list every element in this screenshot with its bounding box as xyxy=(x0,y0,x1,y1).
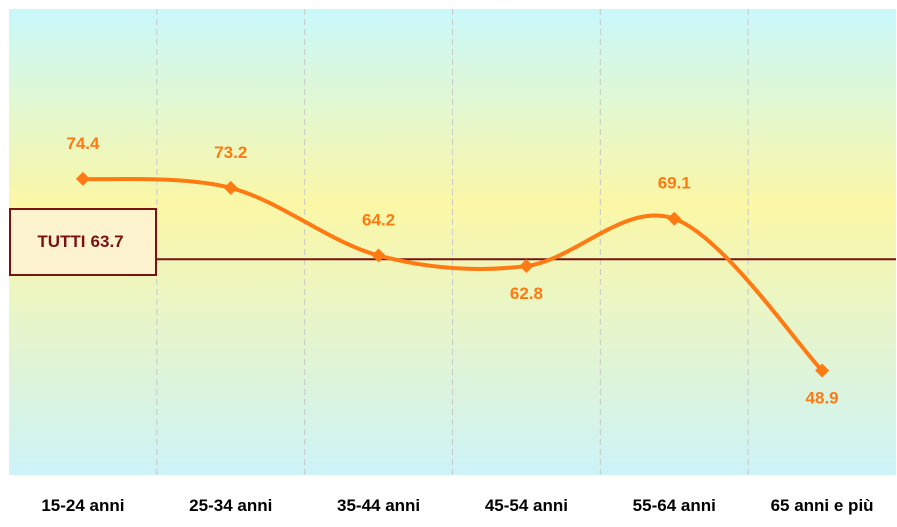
category-labels: 15-24 anni 25-34 anni 35-44 anni 45-54 anni… xyxy=(41,496,873,515)
reference-label-box: TUTTI 63.7 xyxy=(9,208,157,276)
data-point-marker xyxy=(371,248,386,263)
data-label: 64.2 xyxy=(362,211,395,230)
data-point-marker xyxy=(815,363,830,378)
category-label: 15-24 anni xyxy=(41,496,124,515)
data-label: 74.4 xyxy=(66,134,100,153)
category-label: 45-54 anni xyxy=(485,496,568,515)
data-point-marker xyxy=(519,259,534,274)
data-markers xyxy=(75,171,830,378)
data-point-marker xyxy=(75,171,90,186)
data-label: 73.2 xyxy=(214,143,247,162)
category-label: 65 anni e più xyxy=(771,496,874,515)
category-label: 55-64 anni xyxy=(633,496,716,515)
series-line-group xyxy=(80,176,825,373)
reference-label-value: 63.7 xyxy=(90,232,124,251)
data-labels: 74.4 73.2 64.2 62.8 69.1 48.9 xyxy=(66,134,838,408)
data-point-marker xyxy=(223,180,238,195)
data-label: 62.8 xyxy=(510,284,543,303)
data-label: 69.1 xyxy=(658,174,691,193)
category-label: 35-44 anni xyxy=(337,496,420,515)
reference-label-text: TUTTI xyxy=(37,232,86,251)
series-line xyxy=(80,176,825,373)
reference-label: TUTTI 63.7 xyxy=(37,232,128,252)
data-point-marker xyxy=(667,211,682,226)
category-label: 25-34 anni xyxy=(189,496,272,515)
data-label: 48.9 xyxy=(806,389,839,408)
